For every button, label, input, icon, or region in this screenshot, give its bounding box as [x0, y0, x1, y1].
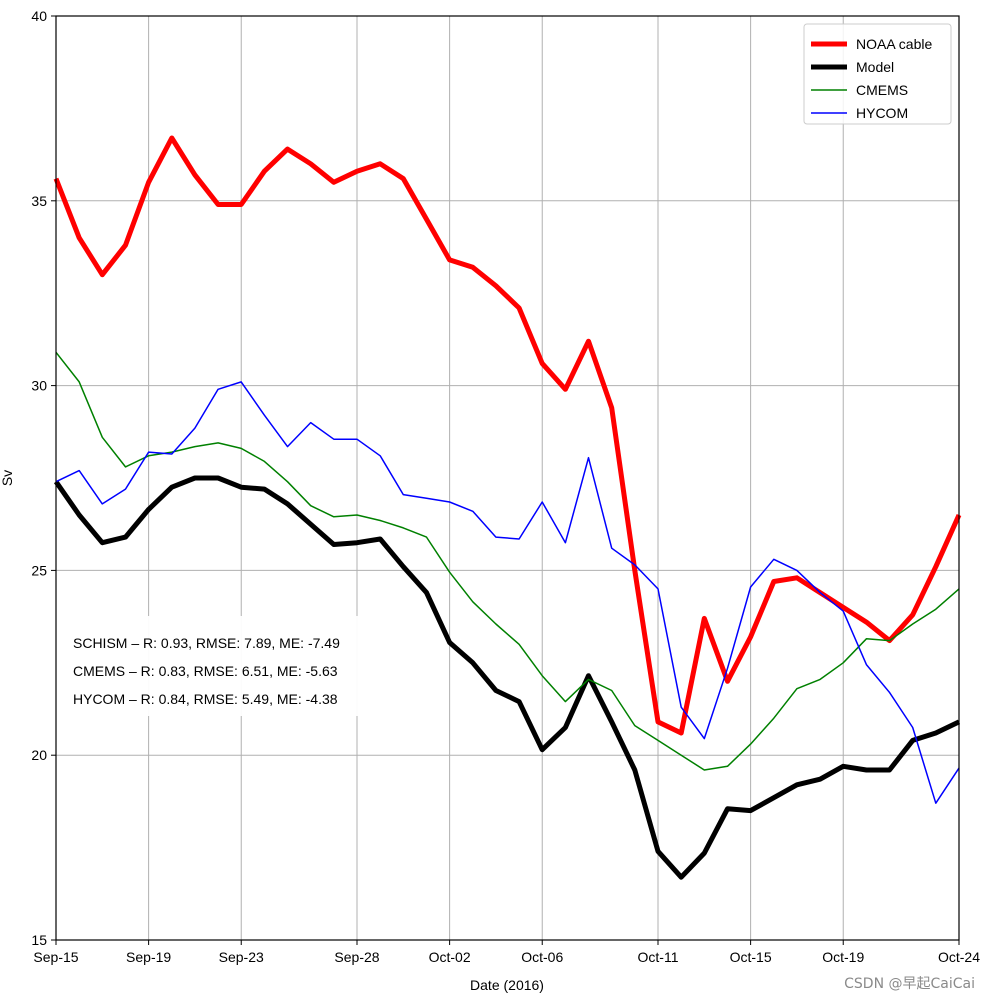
series-line-noaa-cable — [53, 135, 962, 736]
plot-frame — [55, 15, 960, 941]
x-tick-label: Oct-11 — [638, 949, 679, 965]
x-tick-label: Sep-15 — [33, 949, 78, 965]
stats-annotation: SCHISM – R: 0.93, RMSE: 7.89, ME: -7.49 C… — [64, 616, 394, 716]
y-tick-label: 25 — [31, 562, 47, 578]
stats-line: SCHISM – R: 0.93, RMSE: 7.89, ME: -7.49 — [73, 635, 340, 651]
x-tick-label: Oct-06 — [521, 949, 563, 965]
legend: NOAA cable Model CMEMS HYCOM — [803, 23, 952, 125]
x-tick-label: Oct-24 — [938, 949, 980, 965]
series-line-hycom — [55, 381, 960, 804]
annotation-background — [64, 616, 394, 716]
legend-label-model: Model — [856, 59, 894, 75]
legend-label-hycom: HYCOM — [856, 105, 908, 121]
y-tick-label: 20 — [31, 747, 47, 763]
x-tick-label: Sep-23 — [219, 949, 264, 965]
legend-box — [803, 23, 952, 125]
x-tick-label: Oct-19 — [822, 949, 864, 965]
legend-label-noaa-cable: NOAA cable — [856, 36, 932, 52]
y-axis-label: Sv — [0, 470, 15, 486]
x-tick-label: Oct-02 — [429, 949, 471, 965]
series-line-cmems — [55, 351, 960, 771]
y-tick-label: 40 — [31, 8, 47, 24]
series-group — [53, 135, 962, 880]
x-axis-label: Date (2016) — [470, 977, 544, 993]
stats-line: CMEMS – R: 0.83, RMSE: 6.51, ME: -5.63 — [73, 663, 338, 679]
y-tick-label: 15 — [31, 932, 47, 948]
y-tick-label: 30 — [31, 378, 47, 394]
axis-ticks: Sep-15 Sep-19 Sep-23 Sep-28 Oct-02 Oct-06 Oct-… — [31, 8, 980, 965]
watermark: CSDN @早起CaiCai — [844, 976, 975, 992]
x-tick-label: Oct-15 — [730, 949, 772, 965]
x-tick-label: Sep-28 — [334, 949, 379, 965]
series-line-model — [53, 475, 961, 880]
stats-line: HYCOM – R: 0.84, RMSE: 5.49, ME: -4.38 — [73, 691, 338, 707]
legend-label-cmems: CMEMS — [856, 82, 908, 98]
y-tick-label: 35 — [31, 193, 47, 209]
x-tick-label: Sep-19 — [126, 949, 171, 965]
